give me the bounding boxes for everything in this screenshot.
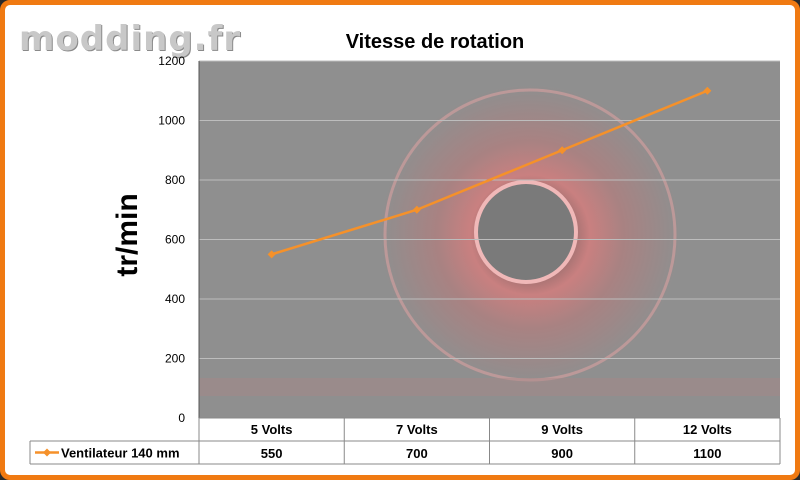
chart-title: Vitesse de rotation [345,31,525,53]
series-line [271,89,708,256]
data-point [703,86,712,95]
data-point [412,205,421,214]
y-tick-label: 0 [178,411,185,425]
legend-series-name: Ventilateur 140 mm [61,446,180,461]
y-tick-label: 1000 [158,114,185,128]
y-tick-label: 400 [165,292,185,306]
table-value: 900 [551,446,573,461]
y-tick-label: 800 [165,173,185,187]
x-category-label: 5 Volts [251,422,293,437]
y-tick-label: 200 [165,352,185,366]
watermark-logo: modding.fr [19,19,242,59]
fan-floor-reflection [199,378,780,396]
fan-hub-decoration [474,180,578,284]
y-tick-label: 1200 [158,54,185,68]
y-tick-label: 600 [165,233,185,247]
legend-marker [43,448,51,457]
table-value: 550 [261,446,283,461]
data-point [267,250,276,259]
data-point [558,146,567,155]
x-category-label: 7 Volts [396,422,438,437]
fan-ring-decoration [383,88,677,382]
table-value: 1100 [693,446,721,461]
table-value: 700 [406,446,428,461]
x-category-label: 9 Volts [541,422,583,437]
x-category-label: 12 Volts [683,422,732,437]
